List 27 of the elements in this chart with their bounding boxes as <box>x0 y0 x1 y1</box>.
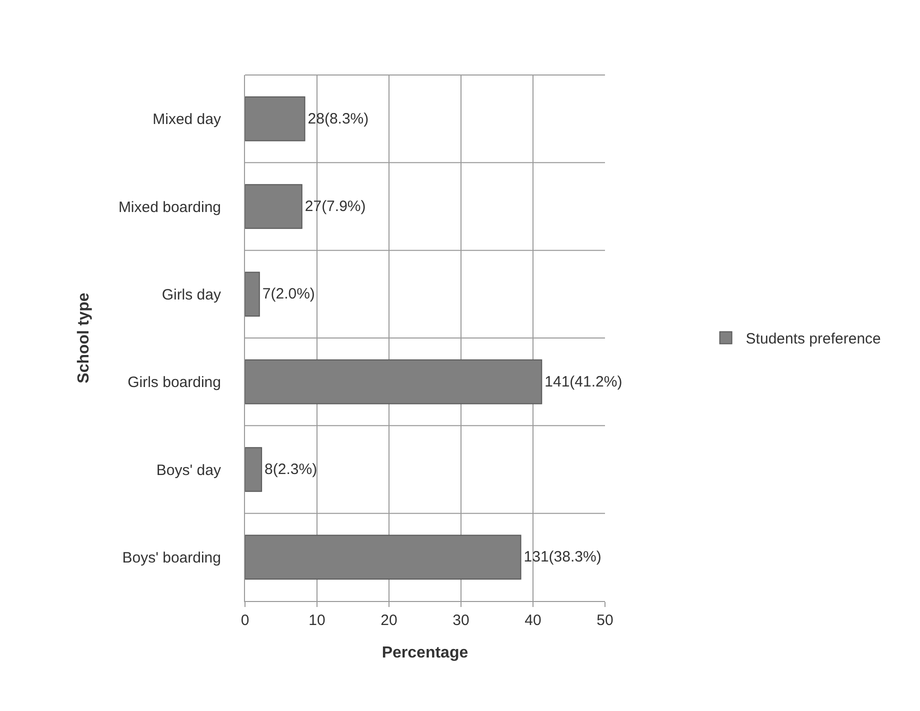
y-tick-label: Girls day <box>162 286 222 304</box>
data-label: 141(41.2%) <box>544 373 622 390</box>
x-tick-label: 20 <box>380 612 398 629</box>
x-tick-label: 0 <box>240 612 250 629</box>
bar <box>245 184 302 229</box>
x-tick-label: 50 <box>596 612 614 629</box>
y-axis-title: School type <box>75 292 92 384</box>
y-tick-label: Mixed boarding <box>118 198 221 216</box>
x-tick-label: 10 <box>308 612 326 629</box>
y-tick-label: Boys' day <box>156 462 222 479</box>
data-label: 131(38.3%) <box>524 548 602 566</box>
y-tick-label: Mixed day <box>152 111 222 128</box>
bar <box>245 359 542 404</box>
bar <box>245 96 306 142</box>
bar <box>245 272 260 317</box>
y-tick-label: Girls boarding <box>128 374 221 392</box>
legend-label: Students preference <box>746 330 881 348</box>
x-tick-label: 40 <box>524 612 542 629</box>
y-tick-label: Boys' boarding <box>122 549 221 566</box>
x-tick-label: 30 <box>452 612 470 629</box>
data-label: 7(2.0%) <box>262 286 315 303</box>
data-label: 28(8.3%) <box>308 110 369 128</box>
bar <box>245 534 522 580</box>
x-axis-title: Percentage <box>382 644 468 662</box>
data-label: 8(2.3%) <box>264 461 318 478</box>
data-label: 27(7.9%) <box>304 198 366 215</box>
bar <box>245 447 262 492</box>
